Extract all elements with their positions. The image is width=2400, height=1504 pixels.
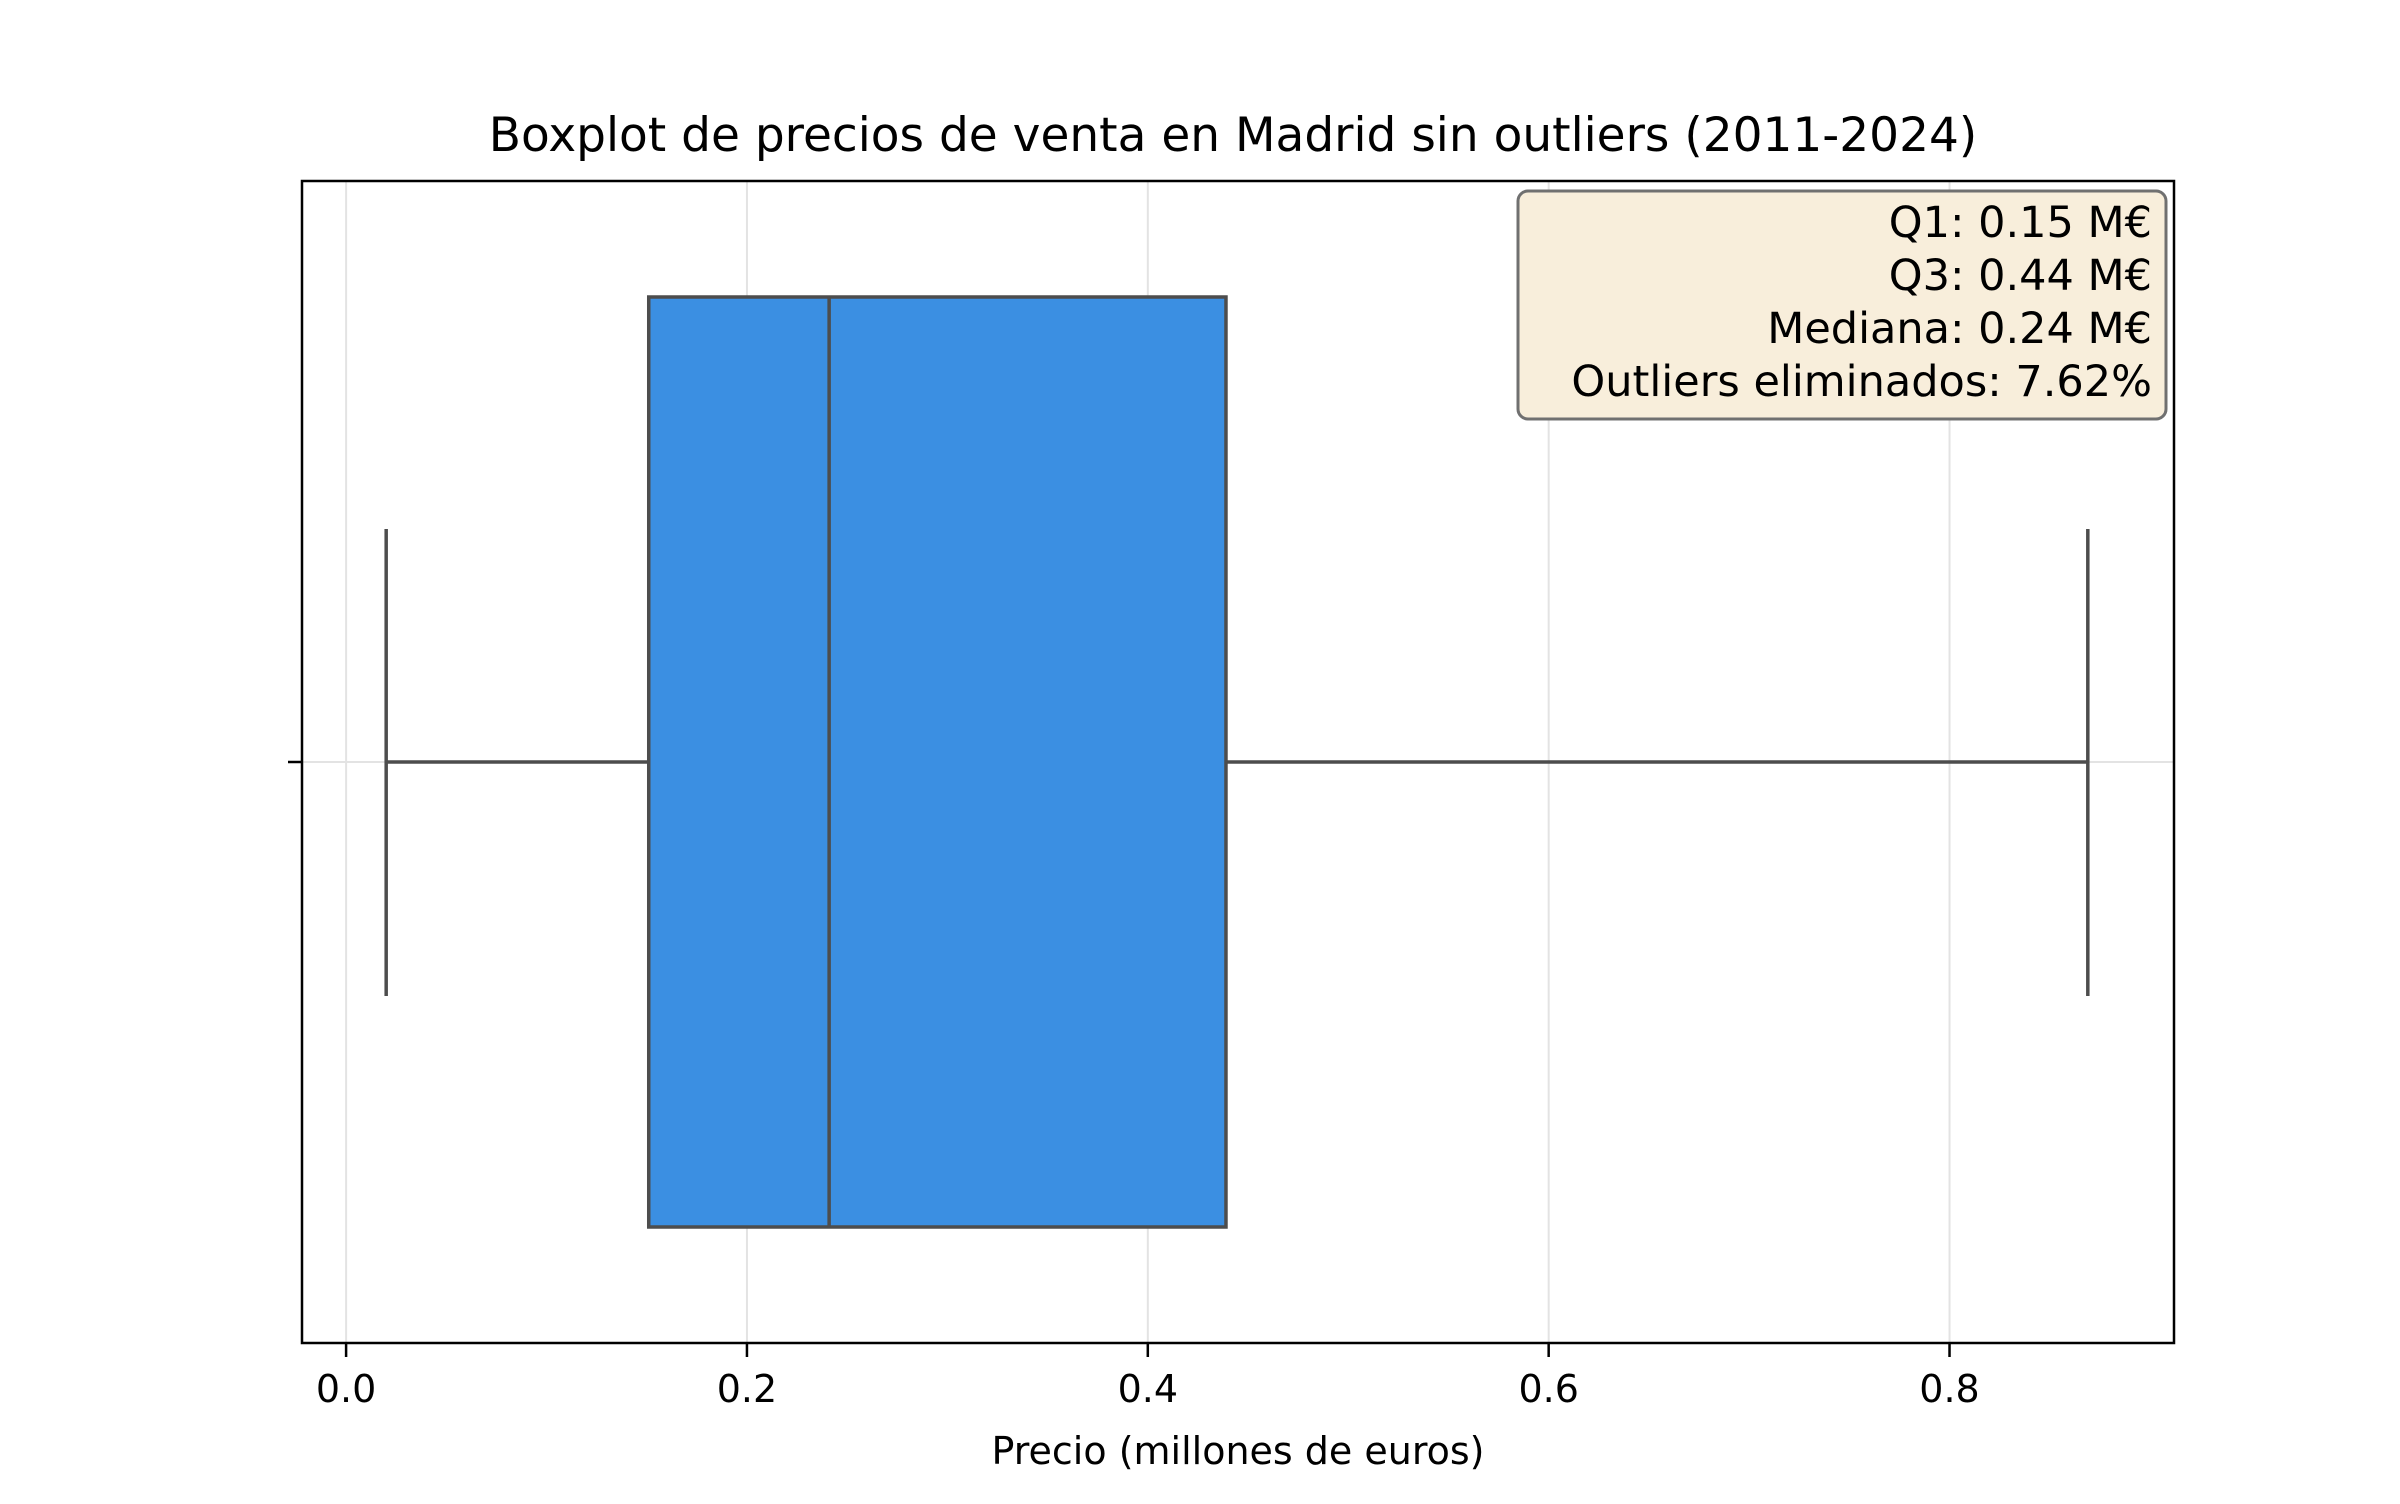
x-tick-label-2: 0.4 [1118,1367,1178,1411]
x-tick-label-3: 0.6 [1518,1367,1578,1411]
chart-title: Boxplot de precios de venta en Madrid si… [489,108,1977,163]
box-plot [384,295,2090,1229]
x-tick-label-0: 0.0 [316,1367,376,1411]
stats-annotation: Q1: 0.15 M€ Q3: 0.44 M€ Mediana: 0.24 M€… [1516,189,2168,421]
x-tick-label-4: 0.8 [1919,1367,1979,1411]
x-tick-label-1: 0.2 [717,1367,777,1411]
annotation-q1: Q1: 0.15 M€ [1889,198,2152,248]
iqr-box [646,295,1228,1229]
annotation-q3: Q3: 0.44 M€ [1889,251,2152,301]
x-axis-label: Precio (millones de euros) [992,1429,1485,1473]
x-axis-ticks: 0.0 0.2 0.4 0.6 0.8 [316,1343,1980,1411]
annotation-outliers: Outliers eliminados: 7.62% [1571,357,2152,407]
annotation-box [1516,189,2168,421]
annotation-median: Mediana: 0.24 M€ [1767,304,2152,354]
